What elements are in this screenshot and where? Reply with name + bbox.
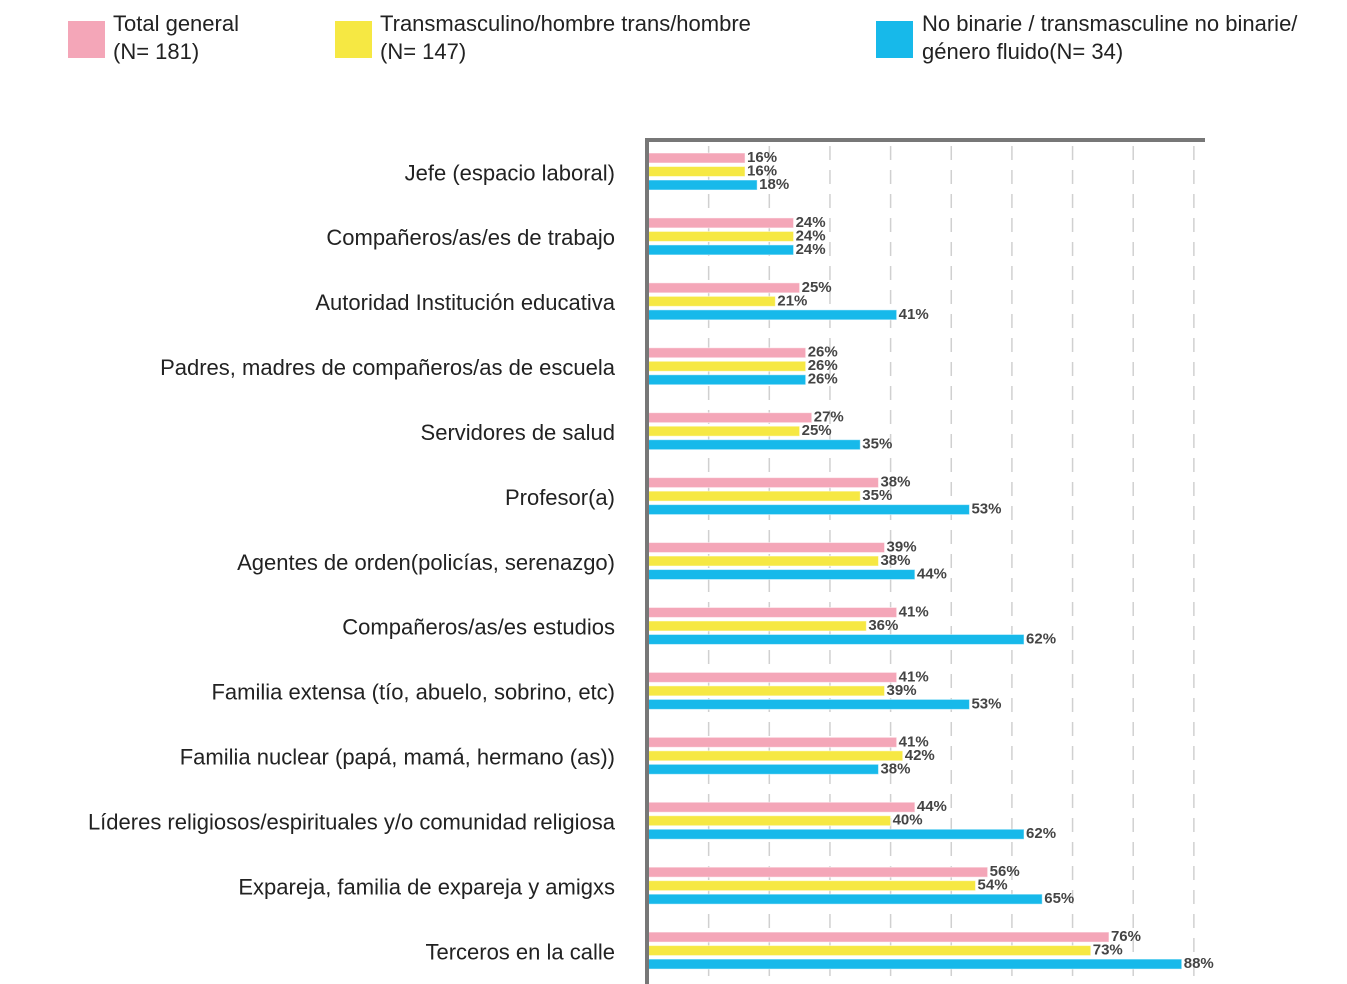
data-label: 56% — [990, 863, 1020, 880]
data-label: 44% — [917, 798, 947, 815]
data-label: 54% — [978, 877, 1008, 894]
bar — [647, 931, 1110, 943]
bar — [647, 347, 807, 359]
data-label: 35% — [862, 487, 892, 504]
y-tick-label: Expareja, familia de expareja y amigxs — [238, 874, 615, 899]
data-label: 27% — [814, 409, 844, 426]
y-tick-label: Compañeros/as/es de trabajo — [326, 225, 615, 250]
data-label: 35% — [862, 436, 892, 453]
bar — [647, 866, 989, 878]
bar — [647, 815, 892, 827]
data-label: 26% — [808, 357, 838, 374]
bar — [647, 750, 904, 762]
y-tick-label: Agentes de orden(policías, serenazgo) — [237, 550, 615, 575]
data-label: 26% — [808, 371, 838, 388]
bar — [647, 569, 916, 581]
bar — [647, 893, 1043, 905]
data-label: 38% — [880, 474, 910, 491]
legend-label: Transmasculino/hombre trans/hombre (N= 1… — [380, 11, 751, 64]
legend-label: Total general (N= 181) — [113, 11, 239, 64]
bar — [647, 360, 807, 372]
bar — [647, 685, 886, 697]
data-label: 41% — [899, 603, 929, 620]
bar — [647, 880, 977, 892]
data-label: 39% — [887, 539, 917, 556]
data-label: 24% — [796, 241, 826, 258]
y-tick-label: Profesor(a) — [505, 485, 615, 510]
bar — [647, 295, 776, 307]
bar — [647, 633, 1025, 645]
data-label: 41% — [899, 668, 929, 685]
bar — [647, 166, 746, 177]
data-label: 21% — [777, 292, 807, 309]
data-label: 73% — [1093, 942, 1123, 959]
bar — [647, 698, 970, 710]
data-label: 26% — [808, 344, 838, 361]
bar — [647, 606, 898, 618]
legend-swatch — [335, 21, 372, 58]
bar — [647, 555, 879, 567]
data-label: 38% — [880, 760, 910, 777]
y-tick-label: Familia extensa (tío, abuelo, sobrino, e… — [211, 680, 615, 705]
y-tick-label: Padres, madres de compañeros/as de escue… — [160, 355, 616, 380]
y-tick-label: Familia nuclear (papá, mamá, hermano (as… — [180, 745, 615, 770]
data-label: 41% — [899, 306, 929, 323]
bar — [647, 244, 795, 256]
data-label: 24% — [796, 214, 826, 231]
data-label: 25% — [802, 279, 832, 296]
data-label: 40% — [893, 812, 923, 829]
data-label: 39% — [887, 682, 917, 699]
data-label: 62% — [1026, 630, 1056, 647]
bar — [647, 439, 861, 451]
bar — [647, 801, 916, 813]
data-label: 53% — [971, 695, 1001, 712]
bar — [647, 958, 1183, 970]
bar — [647, 490, 861, 502]
data-label: 36% — [868, 617, 898, 634]
bar — [647, 542, 886, 554]
bar — [647, 736, 898, 748]
data-label: 53% — [971, 501, 1001, 518]
y-tick-label: Servidores de salud — [421, 420, 615, 445]
data-label: 25% — [802, 422, 832, 439]
bar — [647, 763, 879, 775]
y-tick-label: Compañeros/as/es estudios — [342, 615, 615, 640]
y-tick-label: Jefe (espacio laboral) — [405, 160, 615, 185]
data-label: 18% — [759, 176, 789, 193]
y-tick-label: Autoridad Institución educativa — [315, 290, 615, 315]
bar — [647, 230, 795, 242]
data-label: 76% — [1111, 928, 1141, 945]
y-tick-label: Terceros en la calle — [425, 939, 615, 964]
data-label: 44% — [917, 566, 947, 583]
bar — [647, 620, 867, 632]
bar — [647, 671, 898, 683]
bar — [647, 179, 758, 191]
data-label: 88% — [1184, 955, 1214, 972]
data-label: 42% — [905, 747, 935, 764]
bar — [647, 374, 807, 386]
bar — [647, 425, 801, 437]
legend-label: No binarie / transmasculine no binarie/ … — [922, 11, 1298, 64]
data-label: 65% — [1044, 890, 1074, 907]
data-label: 41% — [899, 733, 929, 750]
bar — [647, 504, 970, 516]
legend-swatch — [68, 21, 105, 58]
bar — [647, 945, 1092, 957]
data-label: 16% — [747, 149, 777, 166]
data-label: 38% — [880, 552, 910, 569]
data-label: 62% — [1026, 825, 1056, 842]
bar — [647, 477, 879, 489]
data-label: 16% — [747, 162, 777, 179]
bar — [647, 217, 795, 229]
data-label: 24% — [796, 227, 826, 244]
bar — [647, 828, 1025, 840]
bar — [647, 152, 746, 164]
y-tick-label: Líderes religiosos/espirituales y/o comu… — [88, 810, 616, 835]
bar — [647, 412, 813, 424]
legend-swatch — [876, 21, 913, 58]
bar — [647, 309, 898, 321]
